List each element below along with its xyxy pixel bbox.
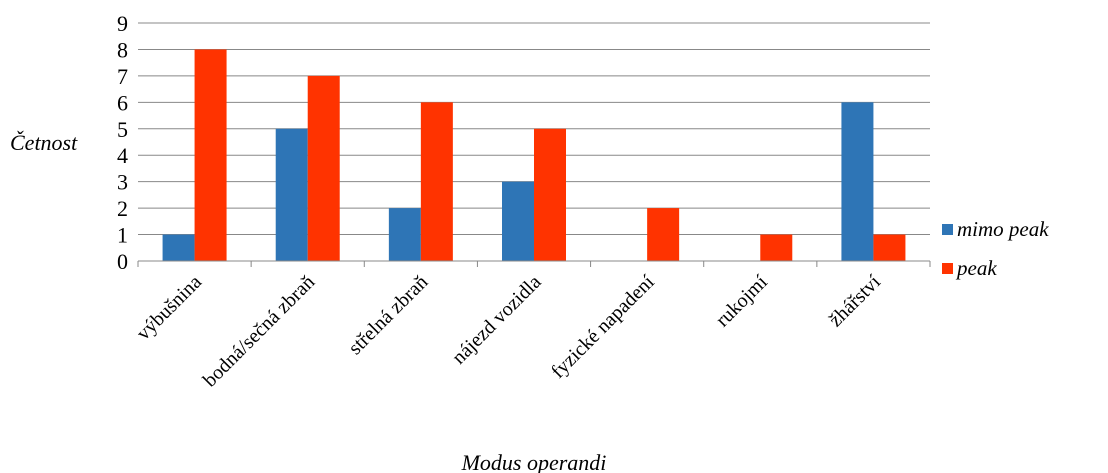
y-tick-label: 1	[117, 223, 128, 248]
bar-peak-1	[307, 75, 340, 261]
bar-peak-2	[420, 102, 453, 261]
legend-swatch	[942, 263, 953, 274]
y-tick-label: 5	[117, 117, 128, 142]
y-tick-label: 2	[117, 196, 128, 221]
legend-swatch	[942, 224, 953, 235]
legend-label: mimo peak	[957, 217, 1049, 241]
x-category-label: rukojmí	[711, 271, 772, 332]
bar-mimo-peak-0	[162, 234, 195, 261]
bar-mimo-peak-1	[275, 128, 308, 261]
bar-mimo-peak-2	[388, 208, 421, 261]
y-tick-label: 4	[117, 143, 128, 168]
bar-mimo-peak-3	[502, 181, 534, 261]
bar-peak-6	[873, 234, 906, 261]
bar-peak-3	[534, 128, 566, 261]
y-tick-label: 9	[117, 11, 128, 36]
bar-peak-4	[647, 208, 680, 261]
x-axis-title: Modus operandi	[461, 450, 607, 473]
bar-peak-0	[194, 49, 227, 261]
x-category-label: střelná zbraň	[344, 271, 432, 359]
legend-label: peak	[955, 256, 997, 280]
x-category-label: výbušnina	[132, 271, 206, 345]
y-tick-label: 6	[117, 90, 128, 115]
y-axis-title: Četnost	[10, 130, 78, 155]
y-tick-label: 0	[117, 249, 128, 274]
x-category-label: fyzické napadení	[547, 271, 659, 383]
y-tick-label: 7	[117, 64, 128, 89]
y-tick-label: 3	[117, 170, 128, 195]
bar-peak-5	[760, 234, 793, 261]
bars	[162, 49, 906, 261]
axes	[137, 260, 931, 267]
x-category-label: nájezd vozidla	[448, 271, 546, 369]
bar-mimo-peak-6	[841, 102, 874, 261]
y-tick-label: 8	[117, 37, 128, 62]
legend: mimo peak peak	[942, 217, 1049, 280]
x-category-label: bodná/sečná zbraň	[199, 271, 319, 391]
x-category-label: žhářství	[825, 271, 886, 332]
